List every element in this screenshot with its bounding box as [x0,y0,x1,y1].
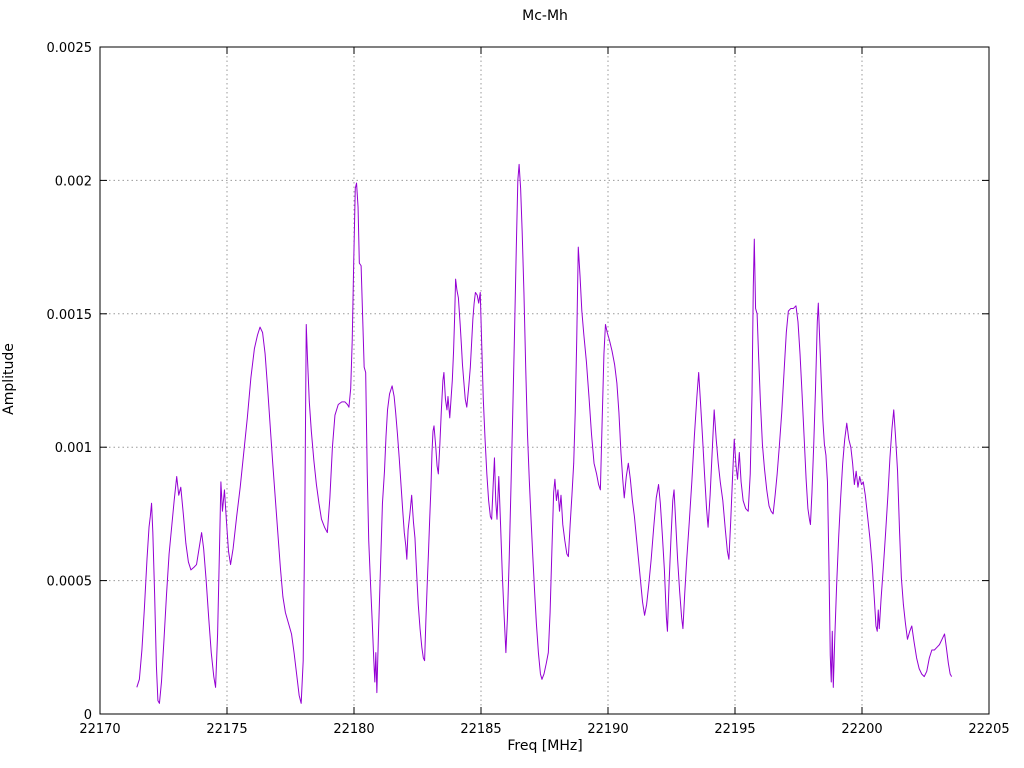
x-tick-label: 22200 [841,722,882,737]
x-tick-label: 22180 [333,722,374,737]
y-tick-label: 0.002 [55,174,92,189]
y-tick-label: 0.0015 [47,308,93,323]
chart-title: Mc-Mh [522,8,568,24]
plot-border [99,46,990,715]
x-tick-label: 22190 [587,722,628,737]
y-tick-label: 0.0005 [47,575,93,590]
y-tick-label: 0 [84,708,92,723]
y-tick-label: 0.0025 [47,41,93,56]
x-tick-label: 22170 [79,722,120,737]
x-tick-label: 22195 [714,722,755,737]
x-tick-label: 22205 [968,722,1009,737]
x-tick-label: 22185 [460,722,501,737]
x-axis-label: Freq [MHz] [507,738,583,754]
x-tick-label: 22175 [206,722,247,737]
y-tick-label: 0.001 [55,441,92,456]
data-series-line [136,163,953,704]
